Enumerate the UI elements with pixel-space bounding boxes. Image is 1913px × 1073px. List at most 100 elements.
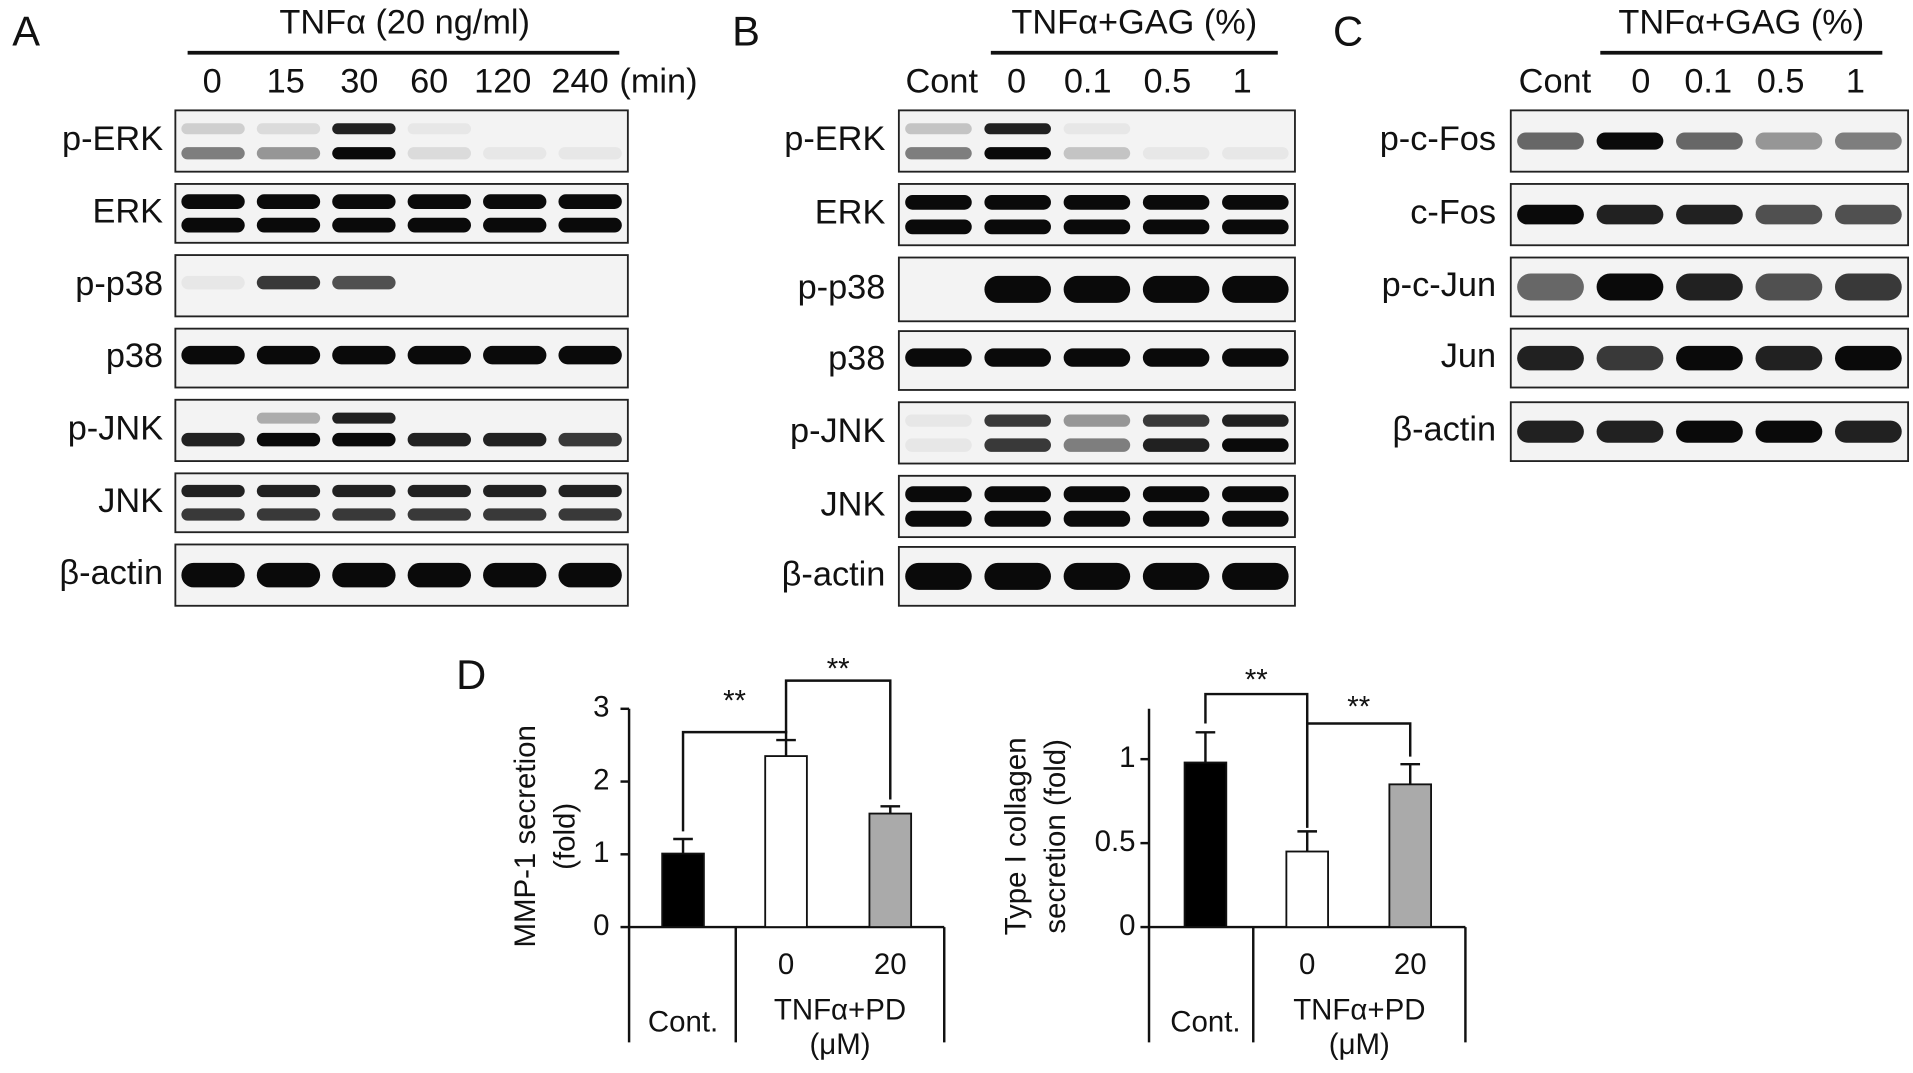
- protein-label: JNK: [98, 482, 163, 520]
- band: [1834, 273, 1902, 301]
- bar: [1183, 761, 1228, 928]
- band: [483, 484, 547, 498]
- band: [181, 217, 245, 233]
- significance-bracket: [681, 730, 788, 832]
- band: [256, 562, 321, 588]
- lane-label: 0: [203, 62, 222, 100]
- error-bar: [1297, 830, 1318, 852]
- lane-label: 15: [267, 62, 305, 100]
- band: [332, 123, 396, 135]
- band: [332, 275, 396, 290]
- protein-label: p38: [106, 337, 163, 375]
- band: [1517, 132, 1584, 150]
- unit-label: (min): [619, 62, 697, 100]
- band: [1142, 194, 1210, 210]
- lane-label: 0: [1631, 62, 1650, 100]
- protein-label: β-actin: [782, 555, 886, 593]
- blot-strip: [897, 474, 1296, 539]
- band: [1142, 438, 1210, 452]
- band: [1676, 345, 1743, 371]
- band: [1676, 420, 1743, 443]
- band: [984, 414, 1051, 427]
- band: [984, 123, 1051, 135]
- bar: [1388, 783, 1432, 928]
- protein-label: p-c-Jun: [1382, 266, 1496, 304]
- y-tick-label: 0.5: [1095, 825, 1136, 858]
- group-label: (μM): [809, 1028, 870, 1061]
- y-axis-label: (fold): [548, 803, 581, 870]
- band: [256, 432, 321, 447]
- significance-bracket: [1305, 722, 1412, 828]
- lane-label: Cont: [906, 62, 979, 100]
- band: [905, 438, 972, 452]
- band: [332, 147, 396, 160]
- band: [332, 194, 396, 209]
- protein-label: p-p38: [75, 265, 163, 303]
- band: [407, 217, 471, 233]
- protein-label: p38: [828, 340, 885, 378]
- band: [1222, 562, 1289, 590]
- bar: [1285, 850, 1329, 928]
- band: [1222, 219, 1289, 235]
- band: [1517, 273, 1584, 301]
- error-bar: [1195, 731, 1216, 763]
- band: [1834, 204, 1902, 225]
- band: [1063, 510, 1131, 527]
- y-axis-label: secretion (fold): [1039, 739, 1072, 934]
- band: [1222, 486, 1289, 503]
- band: [984, 510, 1051, 527]
- x-tick-label: 0: [778, 948, 794, 981]
- x-tick-label: 20: [1394, 948, 1427, 981]
- band: [984, 562, 1051, 590]
- bar: [661, 852, 705, 928]
- blot-strip: [897, 183, 1296, 247]
- band: [905, 219, 972, 235]
- lane-label: Cont: [1519, 62, 1592, 100]
- band: [181, 432, 245, 447]
- band: [1755, 132, 1823, 150]
- lane-label: 30: [340, 62, 378, 100]
- band: [332, 345, 396, 365]
- protein-label: JNK: [821, 486, 886, 524]
- band: [181, 123, 245, 135]
- y-tick-label: 1: [593, 836, 609, 869]
- band: [1222, 510, 1289, 527]
- band: [1596, 345, 1664, 371]
- band: [181, 508, 245, 521]
- band: [1142, 510, 1210, 527]
- band: [483, 508, 547, 521]
- protein-label: p-ERK: [62, 120, 163, 158]
- group-label: (μM): [1329, 1028, 1390, 1061]
- blot-strip: [897, 109, 1296, 173]
- band: [1063, 147, 1131, 160]
- band: [1755, 204, 1823, 225]
- band: [1142, 147, 1210, 160]
- band: [558, 562, 622, 588]
- blot-strip: [174, 398, 629, 463]
- band: [1222, 194, 1289, 210]
- error-bar: [776, 738, 796, 757]
- band: [407, 508, 471, 521]
- band: [1676, 132, 1743, 150]
- significance-label: **: [723, 684, 746, 717]
- bar: [764, 755, 808, 928]
- band: [256, 484, 321, 498]
- blot-strip: [174, 254, 629, 318]
- band: [558, 345, 622, 365]
- y-tick-label: 3: [593, 691, 609, 724]
- significance-label: **: [1347, 691, 1370, 724]
- protein-label: p-ERK: [784, 120, 885, 158]
- y-axis-label: MMP-1 secretion: [509, 725, 542, 947]
- band: [558, 508, 622, 521]
- band: [256, 508, 321, 521]
- band: [1596, 204, 1664, 225]
- band: [1676, 204, 1743, 225]
- band: [905, 147, 972, 160]
- band: [905, 510, 972, 527]
- band: [1517, 420, 1584, 443]
- group-label: TNFα+PD: [774, 993, 906, 1026]
- significance-bracket: [784, 679, 892, 800]
- band: [1596, 273, 1664, 301]
